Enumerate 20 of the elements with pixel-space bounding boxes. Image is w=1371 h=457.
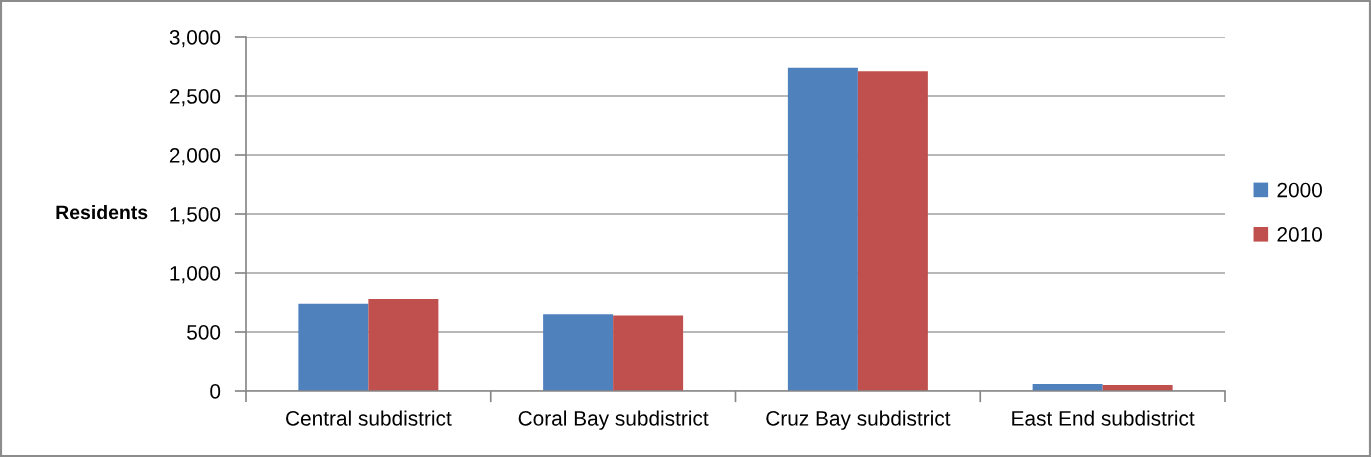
x-tick-label: Coral Bay subdistrict xyxy=(518,410,709,430)
bar xyxy=(543,314,614,391)
bar xyxy=(298,303,369,391)
y-tick-label: 2,500 xyxy=(169,89,221,107)
bar xyxy=(368,298,439,391)
y-tick-label: 1,000 xyxy=(170,266,221,284)
bar xyxy=(787,67,858,391)
y-tick-label: 0 xyxy=(210,384,221,399)
y-tick-label: 500 xyxy=(187,325,221,340)
y-axis-title: Residents xyxy=(56,204,148,220)
legend-label: 2010 xyxy=(1277,227,1322,242)
y-tick-label: 2,000 xyxy=(169,148,221,166)
y-tick-label: 1,500 xyxy=(170,207,221,225)
bar xyxy=(857,71,928,391)
bar xyxy=(613,315,684,391)
x-tick-label: Cruz Bay subdistrict xyxy=(766,410,951,430)
x-tick-label: Central subdistrict xyxy=(286,410,452,426)
x-tick-label: East End subdistrict xyxy=(1012,410,1195,426)
legend-label: 2000 xyxy=(1277,182,1322,198)
y-tick-label: 3,000 xyxy=(169,30,221,48)
